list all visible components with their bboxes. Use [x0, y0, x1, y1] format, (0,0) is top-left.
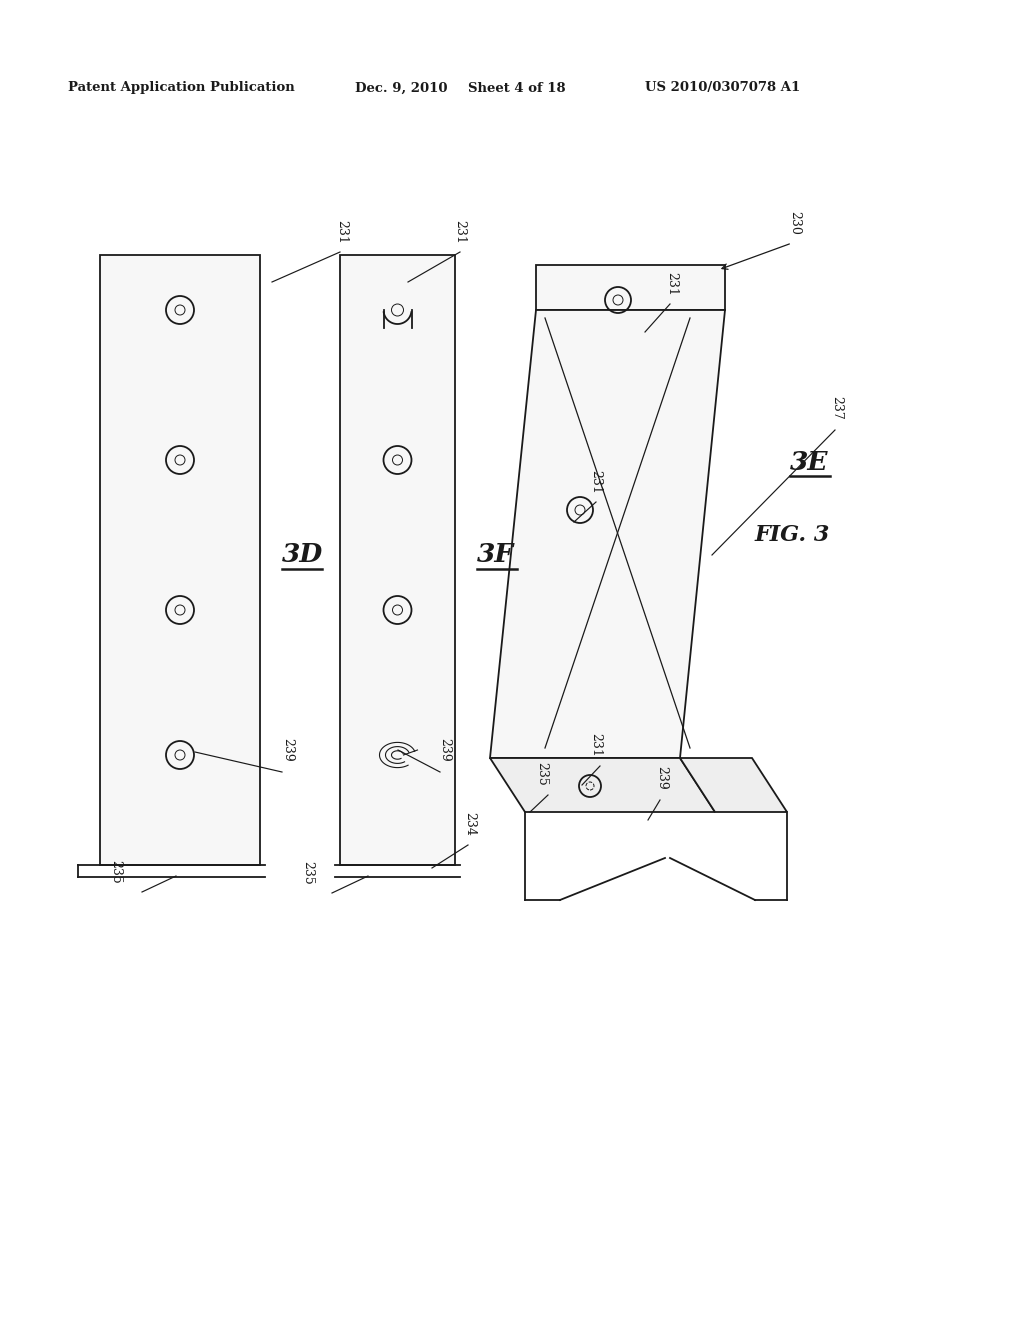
- Text: 235: 235: [301, 861, 314, 884]
- Text: 239: 239: [438, 738, 452, 762]
- Text: 239: 239: [655, 766, 669, 789]
- Text: Sheet 4 of 18: Sheet 4 of 18: [468, 82, 565, 95]
- Text: 231: 231: [666, 272, 679, 296]
- Text: 230: 230: [788, 211, 802, 235]
- Text: Dec. 9, 2010: Dec. 9, 2010: [355, 82, 447, 95]
- Text: 234: 234: [464, 812, 476, 836]
- Polygon shape: [490, 310, 725, 758]
- Polygon shape: [490, 758, 715, 812]
- Text: 231: 231: [590, 733, 602, 756]
- Polygon shape: [100, 255, 260, 865]
- Text: Patent Application Publication: Patent Application Publication: [68, 82, 295, 95]
- Text: 231: 231: [590, 470, 602, 494]
- Text: 239: 239: [282, 738, 295, 762]
- Text: 231: 231: [454, 220, 467, 244]
- Text: 237: 237: [830, 396, 844, 420]
- Text: 235: 235: [536, 762, 549, 785]
- Text: 235: 235: [110, 861, 123, 884]
- Text: 3F: 3F: [477, 543, 514, 568]
- Text: 231: 231: [336, 220, 348, 244]
- Text: 3E: 3E: [790, 450, 828, 474]
- Polygon shape: [340, 255, 455, 865]
- Text: US 2010/0307078 A1: US 2010/0307078 A1: [645, 82, 800, 95]
- Polygon shape: [536, 265, 725, 310]
- Text: 3D: 3D: [282, 543, 324, 568]
- Text: FIG. 3: FIG. 3: [755, 524, 830, 546]
- Polygon shape: [680, 758, 787, 812]
